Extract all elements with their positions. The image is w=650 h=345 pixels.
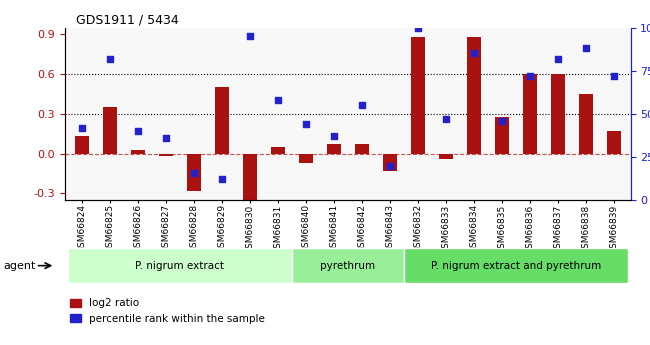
Point	[552, 56, 563, 61]
Point	[497, 118, 507, 124]
Point	[469, 51, 479, 56]
Point	[525, 73, 535, 79]
Text: pyrethrum: pyrethrum	[320, 261, 375, 270]
Bar	[495, 117, 509, 154]
Bar	[187, 154, 201, 191]
Text: GDS1911 / 5434: GDS1911 / 5434	[76, 13, 179, 27]
Bar	[159, 154, 173, 156]
Bar	[271, 147, 285, 154]
Legend: log2 ratio, percentile rank within the sample: log2 ratio, percentile rank within the s…	[70, 298, 265, 324]
Bar	[578, 94, 593, 154]
Bar	[467, 37, 481, 154]
Text: P. nigrum extract and pyrethrum: P. nigrum extract and pyrethrum	[430, 261, 601, 270]
Point	[385, 163, 395, 168]
Bar	[299, 154, 313, 163]
Point	[413, 25, 423, 30]
Bar	[439, 154, 453, 159]
Point	[216, 177, 227, 182]
Point	[328, 134, 339, 139]
Bar	[411, 37, 424, 154]
Bar	[355, 144, 369, 154]
Bar	[551, 74, 565, 154]
Bar	[131, 150, 145, 154]
Bar	[327, 144, 341, 154]
Text: P. nigrum extract: P. nigrum extract	[135, 261, 224, 270]
Bar	[103, 107, 117, 154]
Point	[133, 128, 143, 134]
Point	[608, 73, 619, 79]
Point	[161, 135, 171, 141]
Point	[580, 46, 591, 51]
Bar	[242, 154, 257, 200]
Point	[105, 56, 115, 61]
Bar	[523, 74, 537, 154]
Bar	[606, 131, 621, 154]
FancyBboxPatch shape	[68, 248, 292, 283]
Text: agent: agent	[3, 261, 36, 270]
Point	[244, 33, 255, 39]
Point	[77, 125, 87, 130]
Bar	[214, 87, 229, 154]
Point	[272, 97, 283, 103]
Point	[188, 170, 199, 175]
Bar	[383, 154, 396, 171]
Point	[300, 121, 311, 127]
Point	[357, 102, 367, 108]
Point	[441, 116, 451, 122]
Bar	[75, 136, 89, 154]
FancyBboxPatch shape	[292, 248, 404, 283]
FancyBboxPatch shape	[404, 248, 628, 283]
